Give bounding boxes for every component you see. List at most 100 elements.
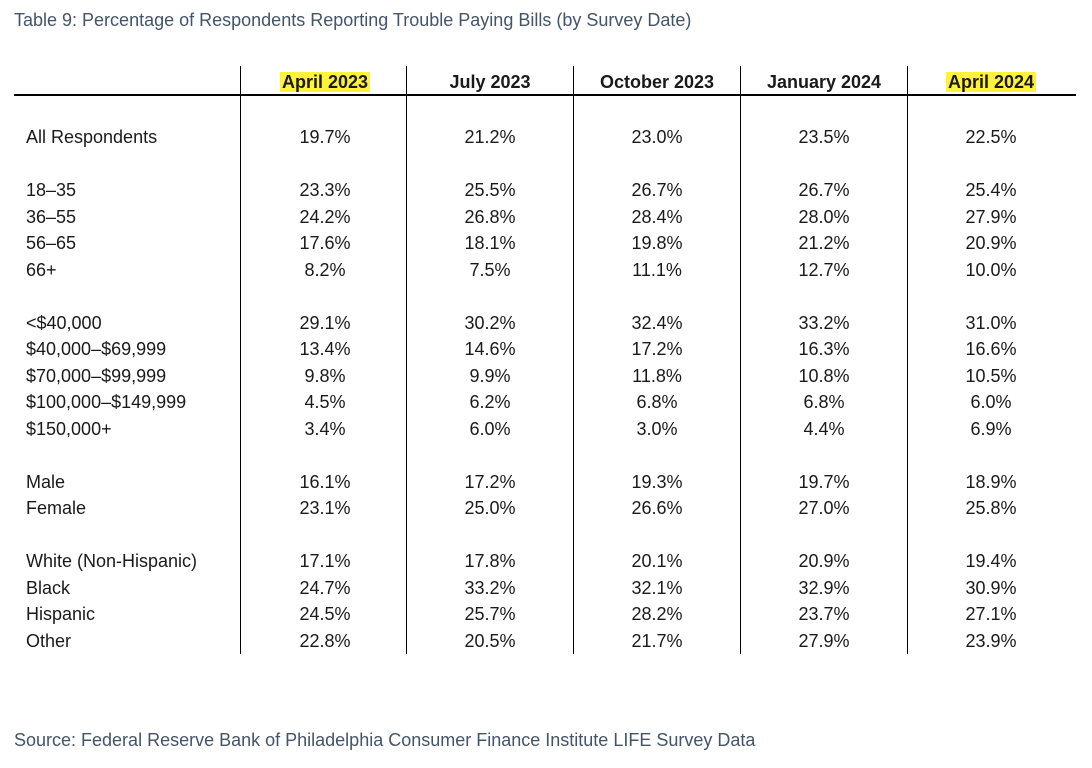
table-cell: 3.4% <box>304 418 346 439</box>
column-header-label: January 2024 <box>766 72 882 92</box>
column-header-label: July 2023 <box>449 72 531 92</box>
column-header: July 2023 <box>410 70 570 94</box>
header-rule <box>14 94 1076 96</box>
table-cell: 4.4% <box>803 418 845 439</box>
table-cell: 17.1% <box>299 551 351 571</box>
table-cell: 6.0% <box>970 392 1012 412</box>
row-label: $40,000–$69,999 <box>26 339 167 359</box>
table-cell: 16.3% <box>798 339 850 359</box>
table-cell: 10.5% <box>965 365 1017 386</box>
table-cell: 19.4% <box>965 551 1017 571</box>
table-cell: 10.0% <box>965 259 1017 280</box>
table-cell: 11.1% <box>632 259 682 280</box>
table-cell: 25.5% <box>464 180 516 200</box>
row-label: <$40,000 <box>26 312 102 333</box>
row-label: 66+ <box>26 259 57 280</box>
table-cell: 17.2% <box>631 339 683 359</box>
table-cell: 14.6% <box>464 339 516 359</box>
row-label: All Respondents <box>26 127 158 147</box>
table-cell: 27.9% <box>965 206 1017 227</box>
column-header-label: October 2023 <box>599 72 715 92</box>
row-label: Black <box>26 577 71 598</box>
table-cell: 18.9% <box>965 471 1017 492</box>
table-cell: 9.8% <box>304 365 346 386</box>
table-cell: 26.8% <box>464 206 516 227</box>
table-cell: 7.5% <box>469 259 511 280</box>
table-cell: 19.7% <box>798 471 850 492</box>
table-cell: 17.6% <box>299 233 351 253</box>
table-cell: 6.8% <box>803 392 845 412</box>
row-label: White (Non-Hispanic) <box>26 551 198 571</box>
table-cell: 28.2% <box>631 604 683 624</box>
table-cell: 24.7% <box>299 577 351 598</box>
table-cell: 26.7% <box>798 180 850 200</box>
table-cell: 20.1% <box>631 551 683 571</box>
table-cell: 6.8% <box>636 392 678 412</box>
row-label: 36–55 <box>26 206 77 227</box>
table-cell: 16.1% <box>299 471 351 492</box>
column-separator <box>740 66 741 654</box>
row-label: Male <box>26 471 66 492</box>
table-cell: 27.0% <box>798 498 850 518</box>
table-cell: 6.2% <box>469 392 511 412</box>
table-cell: 28.4% <box>631 206 683 227</box>
table-caption: Table 9: Percentage of Respondents Repor… <box>14 10 692 30</box>
column-separator <box>406 66 407 654</box>
column-header-label: April 2023 <box>279 72 371 92</box>
table-cell: 21.2% <box>798 233 850 253</box>
table-cell: 33.2% <box>798 312 850 333</box>
table-cell: 19.8% <box>631 233 683 253</box>
table-cell: 31.0% <box>965 312 1017 333</box>
table-cell: 22.5% <box>965 127 1017 147</box>
table-cell: 21.7% <box>631 630 683 651</box>
table-cell: 32.9% <box>798 577 850 598</box>
table-cell: 32.4% <box>631 312 683 333</box>
row-label: $100,000–$149,999 <box>26 392 187 412</box>
column-header: April 2023 <box>245 70 405 94</box>
table-cell: 28.0% <box>798 206 850 227</box>
table-cell: 8.2% <box>304 259 346 280</box>
table-cell: 18.1% <box>464 233 516 253</box>
column-separator <box>573 66 574 654</box>
table-cell: 20.9% <box>965 233 1017 253</box>
table-cell: 24.5% <box>299 604 351 624</box>
table-cell: 23.3% <box>299 180 351 200</box>
column-separator <box>240 66 241 654</box>
row-label: 18–35 <box>26 180 77 200</box>
row-label: Hispanic <box>26 604 96 624</box>
table-cell: 6.9% <box>970 418 1012 439</box>
table-cell: 11.8% <box>632 365 682 386</box>
table-cell: 19.7% <box>299 127 351 147</box>
table-cell: 22.8% <box>299 630 351 651</box>
table-cell: 3.0% <box>636 418 678 439</box>
row-label: $70,000–$99,999 <box>26 365 167 386</box>
table-cell: 30.9% <box>965 577 1017 598</box>
table-cell: 6.0% <box>469 418 511 439</box>
table-cell: 26.6% <box>631 498 683 518</box>
column-header: October 2023 <box>577 70 737 94</box>
row-label: 56–65 <box>26 233 77 253</box>
table-cell: 9.9% <box>469 365 511 386</box>
table-cell: 26.7% <box>631 180 683 200</box>
column-header: April 2024 <box>911 70 1071 94</box>
table-cell: 23.9% <box>965 630 1017 651</box>
table-cell: 27.1% <box>965 604 1017 624</box>
table-cell: 23.1% <box>299 498 351 518</box>
table-cell: 25.0% <box>464 498 516 518</box>
table-cell: 32.1% <box>631 577 683 598</box>
table-cell: 16.6% <box>965 339 1017 359</box>
table-cell: 25.7% <box>464 604 516 624</box>
column-header-label: April 2024 <box>945 72 1037 92</box>
table-cell: 19.3% <box>631 471 683 492</box>
table-cell: 29.1% <box>299 312 351 333</box>
column-header: January 2024 <box>744 70 904 94</box>
table-cell: 24.2% <box>299 206 351 227</box>
table-cell: 27.9% <box>798 630 850 651</box>
table-cell: 30.2% <box>464 312 516 333</box>
table-cell: 23.5% <box>798 127 850 147</box>
column-separator <box>907 66 908 654</box>
table-cell: 17.8% <box>464 551 516 571</box>
data-table: April 2023 July 2023 October 2023 January 2… <box>14 0 1076 768</box>
source-note: Source: Federal Reserve Bank of Philadel… <box>14 730 756 750</box>
table-cell: 4.5% <box>304 392 346 412</box>
